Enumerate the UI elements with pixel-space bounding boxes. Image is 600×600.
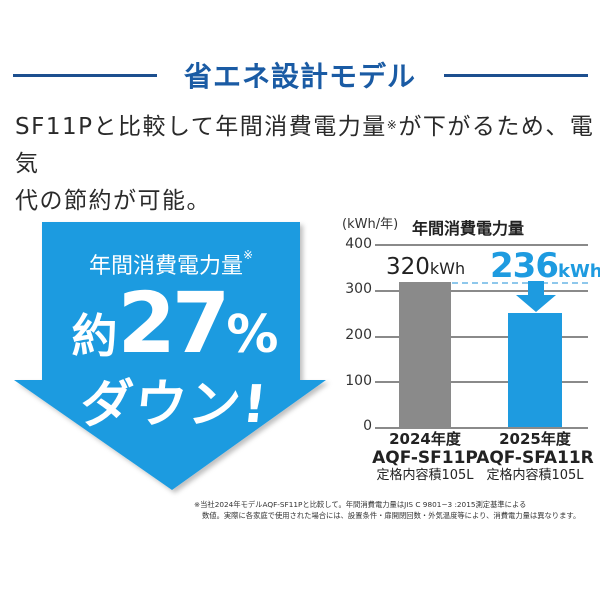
- chart-title: 年間消費電力量: [412, 219, 525, 238]
- description-line1: SF11Pと比較して年間消費電力量: [15, 114, 387, 140]
- bar-2024-aqf-sf11p: [399, 282, 451, 427]
- x-category-2: 2025年度 AQF-SFA11R 定格内容積105L: [470, 430, 600, 484]
- title-rule-left: [13, 74, 157, 77]
- y-axis-unit: (kWh/年): [342, 217, 399, 232]
- badge-label: 年間消費電力量※: [42, 248, 300, 280]
- badge-number: 27: [117, 274, 230, 372]
- y-tick-400: 400: [345, 236, 372, 252]
- footnote: ※当社2024年モデルAQF-SF11Pと比較して。年間消費電力量はJIS C …: [194, 499, 599, 521]
- y-tick-300: 300: [345, 281, 372, 297]
- y-tick-0: 0: [363, 418, 372, 434]
- category-capacity: 定格内容積105L: [376, 468, 474, 483]
- reference-dashed-line: [452, 282, 588, 284]
- badge-footnote-mark: ※: [242, 248, 254, 262]
- x-axis-baseline: [375, 427, 588, 429]
- footnote-line2: 数値。実際に各家庭で使用された場合には、設置条件・扉開閉回数・外気温度等により、…: [202, 511, 581, 520]
- reduction-arrow-icon: [516, 281, 556, 312]
- y-tick-100: 100: [345, 373, 372, 389]
- x-category-1: 2024年度 AQF-SF11P 定格内容積105L: [360, 430, 490, 484]
- description-line2: 代の節約が可能。: [15, 188, 211, 214]
- description-line1-end: が下がるため、電気: [15, 114, 595, 177]
- badge-prefix: 約: [71, 309, 118, 363]
- bar2-value-label: 236kWh: [490, 246, 600, 286]
- badge-label-text: 年間消費電力量: [88, 254, 243, 279]
- page-title: 省エネ設計モデル: [183, 60, 416, 93]
- gridline-100: [375, 381, 588, 383]
- bar2-value: 236: [490, 246, 559, 286]
- title-rule-right: [444, 74, 588, 77]
- footnote-mark: ※: [386, 118, 399, 132]
- badge-percentage: 約27%: [40, 281, 310, 371]
- category-model: AQF-SF11P: [372, 448, 478, 468]
- gridline-300: [375, 290, 588, 292]
- bar1-unit: kWh: [429, 259, 466, 278]
- category-year: 2025年度: [499, 430, 571, 448]
- category-year: 2024年度: [389, 430, 461, 448]
- bar1-value-label: 320kWh: [386, 254, 465, 280]
- gridline-400: [375, 244, 588, 246]
- bar-2025-aqf-sfa11r: [508, 313, 562, 427]
- footnote-line1: ※当社2024年モデルAQF-SF11Pと比較して。年間消費電力量はJIS C …: [194, 500, 527, 509]
- badge-down-text: ダウン!: [77, 375, 272, 435]
- badge-percent-sign: %: [226, 305, 279, 365]
- gridline-200: [375, 336, 588, 338]
- down-arrow-icon: [14, 222, 326, 490]
- description: SF11Pと比較して年間消費電力量※が下がるため、電気 代の節約が可能。: [15, 109, 595, 220]
- bar1-value: 320: [386, 254, 430, 280]
- category-capacity: 定格内容積105L: [486, 468, 584, 483]
- category-model: AQF-SFA11R: [476, 448, 594, 468]
- y-tick-200: 200: [345, 327, 372, 343]
- bar2-unit: kWh: [557, 261, 600, 282]
